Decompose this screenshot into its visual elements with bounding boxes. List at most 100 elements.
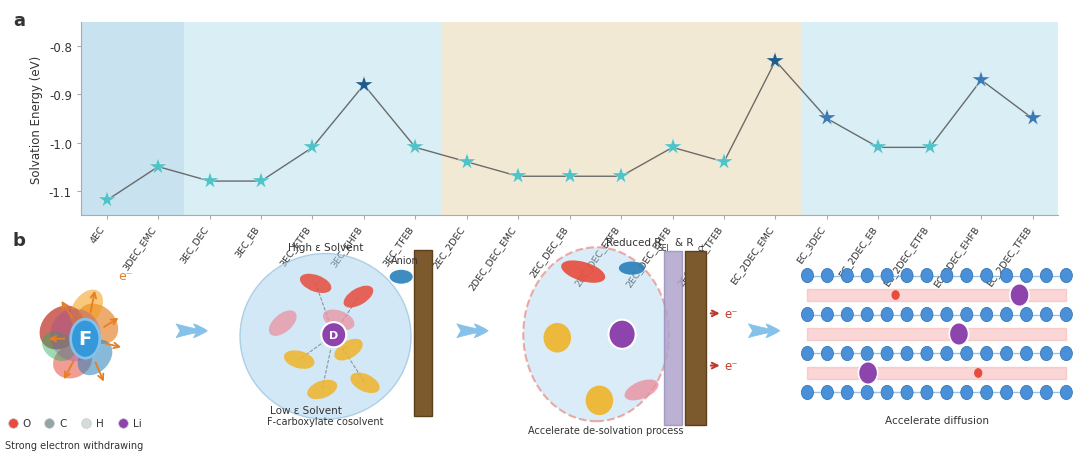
Circle shape — [608, 320, 636, 349]
Circle shape — [961, 386, 973, 400]
Text: Li: Li — [133, 418, 141, 428]
Ellipse shape — [240, 254, 411, 419]
Circle shape — [859, 362, 878, 384]
Bar — [686, 251, 706, 425]
Circle shape — [941, 308, 953, 322]
Circle shape — [981, 347, 993, 361]
Text: Anion: Anion — [391, 256, 418, 266]
Circle shape — [901, 308, 913, 322]
Circle shape — [941, 386, 953, 400]
Circle shape — [1021, 386, 1032, 400]
Circle shape — [961, 269, 973, 283]
Circle shape — [941, 347, 953, 361]
Circle shape — [981, 269, 993, 283]
Ellipse shape — [343, 286, 374, 308]
Ellipse shape — [307, 380, 337, 399]
Circle shape — [1061, 308, 1072, 322]
Circle shape — [901, 386, 913, 400]
Bar — [441, 23, 750, 215]
Bar — [415, 250, 432, 416]
Text: SEI: SEI — [657, 244, 669, 252]
Ellipse shape — [350, 373, 380, 393]
Circle shape — [921, 347, 933, 361]
Circle shape — [1040, 269, 1053, 283]
Ellipse shape — [585, 386, 613, 415]
Circle shape — [1000, 308, 1013, 322]
Text: F-carboxylate cosolvent: F-carboxylate cosolvent — [267, 416, 383, 426]
Circle shape — [881, 269, 893, 283]
Circle shape — [861, 269, 874, 283]
Circle shape — [961, 308, 973, 322]
Ellipse shape — [300, 274, 332, 294]
Text: e⁻: e⁻ — [119, 269, 133, 282]
Circle shape — [801, 269, 813, 283]
Circle shape — [891, 291, 900, 300]
Text: a: a — [13, 12, 25, 30]
Bar — [81, 23, 184, 215]
Circle shape — [901, 269, 913, 283]
Circle shape — [1000, 347, 1013, 361]
Ellipse shape — [78, 304, 118, 344]
Circle shape — [981, 386, 993, 400]
Text: e⁻: e⁻ — [724, 359, 738, 372]
Text: Low ε Solvent: Low ε Solvent — [270, 405, 341, 415]
Ellipse shape — [50, 309, 100, 362]
Circle shape — [821, 269, 834, 283]
Circle shape — [881, 308, 893, 322]
Circle shape — [881, 386, 893, 400]
Bar — [664, 251, 683, 425]
Text: Accelerate diffusion: Accelerate diffusion — [885, 415, 989, 425]
Ellipse shape — [619, 262, 645, 275]
Circle shape — [1061, 386, 1072, 400]
Circle shape — [921, 269, 933, 283]
Ellipse shape — [524, 248, 670, 421]
Circle shape — [1000, 386, 1013, 400]
Circle shape — [881, 347, 893, 361]
Text: ct: ct — [698, 244, 704, 252]
Text: & R: & R — [675, 238, 693, 248]
Text: High ε Solvent: High ε Solvent — [288, 243, 363, 253]
Ellipse shape — [53, 344, 92, 379]
Ellipse shape — [269, 311, 297, 336]
Text: Strong electron withdrawing: Strong electron withdrawing — [5, 440, 144, 450]
Circle shape — [1010, 284, 1029, 307]
Circle shape — [1040, 386, 1053, 400]
Circle shape — [821, 386, 834, 400]
Circle shape — [841, 269, 853, 283]
Circle shape — [821, 347, 834, 361]
Circle shape — [1000, 269, 1013, 283]
Ellipse shape — [323, 310, 354, 331]
Text: Accelerate de-solvation process: Accelerate de-solvation process — [528, 425, 684, 436]
Circle shape — [1021, 347, 1032, 361]
Text: D: D — [329, 330, 338, 340]
Text: e⁻: e⁻ — [724, 307, 738, 320]
Circle shape — [821, 308, 834, 322]
Circle shape — [901, 347, 913, 361]
Ellipse shape — [284, 350, 314, 369]
Bar — [750, 23, 801, 215]
Circle shape — [961, 347, 973, 361]
Ellipse shape — [390, 270, 413, 284]
Circle shape — [801, 308, 813, 322]
Circle shape — [321, 322, 347, 348]
Circle shape — [70, 319, 99, 358]
Text: F: F — [79, 330, 92, 349]
Circle shape — [801, 347, 813, 361]
Circle shape — [861, 347, 874, 361]
Circle shape — [1040, 308, 1053, 322]
Circle shape — [981, 308, 993, 322]
Text: O: O — [23, 418, 31, 428]
Circle shape — [841, 308, 853, 322]
Ellipse shape — [562, 261, 605, 283]
Circle shape — [861, 386, 874, 400]
Circle shape — [1061, 269, 1072, 283]
Ellipse shape — [40, 306, 83, 350]
Circle shape — [921, 308, 933, 322]
Circle shape — [801, 386, 813, 400]
Ellipse shape — [335, 339, 363, 361]
Circle shape — [841, 347, 853, 361]
Ellipse shape — [70, 290, 103, 328]
Y-axis label: Solvation Energy (eV): Solvation Energy (eV) — [30, 55, 43, 183]
Circle shape — [1061, 347, 1072, 361]
Circle shape — [974, 369, 983, 378]
